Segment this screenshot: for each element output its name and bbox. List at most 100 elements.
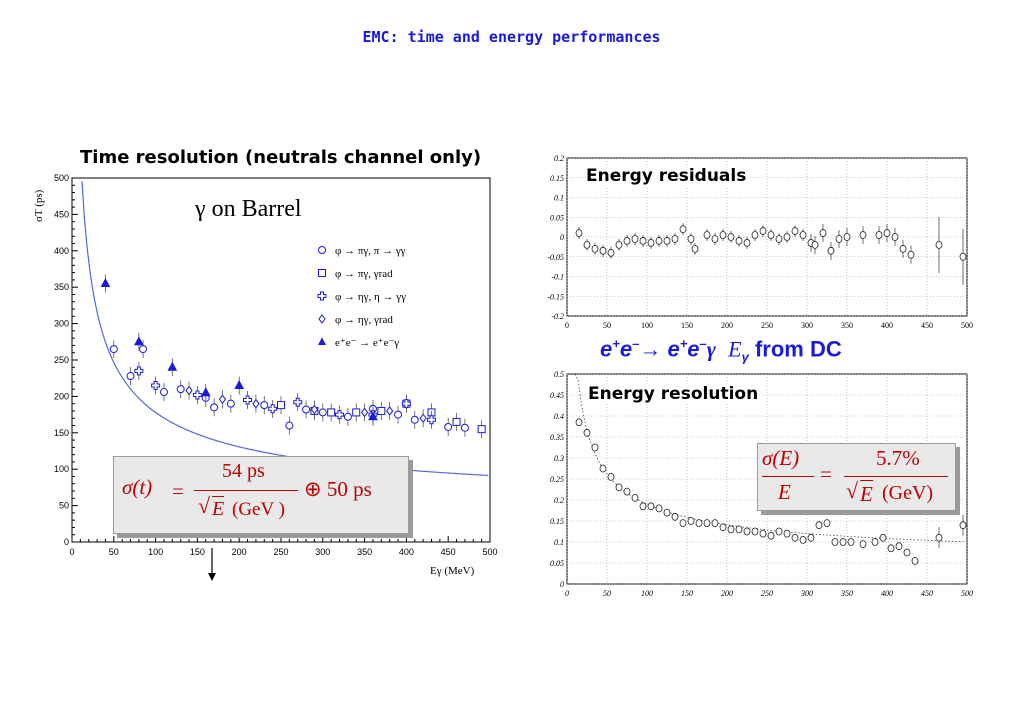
y-tick-label: 100	[54, 464, 69, 474]
data-point	[691, 244, 699, 253]
legend-marker	[317, 291, 327, 301]
data-point	[679, 519, 687, 528]
x-tick-label: 400	[881, 321, 893, 330]
data-point	[859, 540, 867, 549]
data-point	[831, 538, 839, 546]
x-tick-label: 250	[761, 321, 773, 330]
data-point	[631, 235, 639, 243]
data-point	[410, 415, 419, 424]
data-point	[695, 519, 703, 528]
data-point	[835, 235, 843, 243]
data-point	[419, 413, 427, 424]
data-point	[935, 241, 943, 249]
data-point	[599, 464, 607, 473]
energy-resolution-formula: σ(E) E = 5.7% √ E (GeV)	[757, 443, 956, 511]
data-point	[607, 473, 615, 481]
data-point	[139, 345, 148, 354]
data-point	[386, 406, 394, 416]
x-tick-label: 100	[148, 547, 163, 557]
x-tick-label: 300	[800, 589, 813, 598]
x-tick-label: 400	[399, 547, 414, 557]
data-point	[783, 233, 791, 241]
x-tick-label: 200	[721, 321, 733, 330]
x-tick-label: 200	[232, 547, 247, 557]
y-tick-label: 0.15	[550, 517, 564, 526]
data-point	[126, 372, 135, 381]
data-point	[234, 379, 245, 389]
data-point	[815, 521, 823, 530]
x-tick-label: 100	[641, 321, 653, 330]
data-point	[151, 380, 161, 390]
x-tick-label: 0	[69, 547, 74, 557]
fit-curve	[81, 181, 489, 477]
legend-marker	[318, 246, 326, 254]
x-tick-label: 150	[681, 589, 693, 598]
data-point	[185, 385, 193, 396]
data-point	[711, 519, 719, 528]
data-point	[655, 504, 663, 513]
x-tick-label: 350	[357, 547, 372, 557]
y-tick-label: 400	[54, 246, 69, 256]
y-tick-label: -0.1	[551, 273, 564, 282]
data-point	[743, 239, 751, 247]
data-point	[839, 538, 847, 546]
data-point	[811, 241, 819, 249]
data-point	[285, 421, 294, 430]
x-tick-label: 250	[761, 589, 773, 598]
data-point	[759, 227, 767, 235]
cap-s4: –	[699, 336, 707, 351]
formula-denominator-unit: (GeV )	[232, 499, 285, 520]
data-point	[599, 246, 607, 255]
data-point	[767, 531, 775, 540]
data-point	[663, 508, 671, 517]
data-point	[827, 246, 835, 255]
left-panel-title: Time resolution (neutrals channel only)	[80, 147, 482, 168]
y-tick-label: 0.2	[554, 496, 564, 505]
data-point	[727, 525, 735, 534]
data-point	[615, 483, 623, 492]
data-point	[879, 533, 887, 542]
y-tick-label: 450	[54, 209, 69, 219]
data-point	[891, 233, 899, 241]
data-point	[823, 519, 831, 528]
data-point	[767, 231, 775, 239]
data-point	[895, 542, 903, 551]
data-point	[218, 394, 227, 405]
data-point	[293, 397, 303, 407]
data-point	[327, 408, 336, 417]
y-tick-label: 0.3	[554, 454, 564, 463]
cap-e2: e	[619, 336, 633, 362]
data-point	[583, 428, 591, 437]
data-point	[343, 412, 352, 421]
data-point	[907, 250, 915, 259]
data-point	[226, 399, 235, 408]
data-point	[819, 229, 827, 237]
cap-e3: e	[667, 336, 680, 362]
data-point	[759, 529, 767, 538]
y-axis-label: σT (ps)	[33, 189, 45, 222]
data-point	[735, 237, 743, 245]
data-point	[335, 410, 345, 420]
data-point	[210, 403, 219, 412]
legend-label: φ → πγ, γrad	[335, 268, 393, 280]
data-point	[871, 538, 879, 546]
data-point	[727, 233, 735, 241]
data-point	[277, 401, 285, 410]
y-tick-label: 0.05	[550, 213, 564, 222]
data-point	[252, 398, 260, 409]
data-point	[109, 345, 118, 354]
data-point	[167, 361, 178, 371]
data-point	[903, 548, 911, 557]
data-point	[751, 527, 759, 536]
x-tick-label: 200	[721, 589, 733, 598]
data-point	[647, 239, 655, 247]
y-tick-label: 0.25	[550, 475, 564, 484]
data-point	[377, 406, 386, 415]
data-point	[243, 395, 253, 405]
x-tick-label: 50	[109, 547, 119, 557]
x-tick-label: 450	[441, 547, 456, 557]
data-point	[875, 231, 883, 239]
data-point	[775, 235, 783, 243]
y-tick-label: 0.05	[550, 559, 564, 568]
slide-title: EMC: time and energy performances	[362, 28, 661, 46]
